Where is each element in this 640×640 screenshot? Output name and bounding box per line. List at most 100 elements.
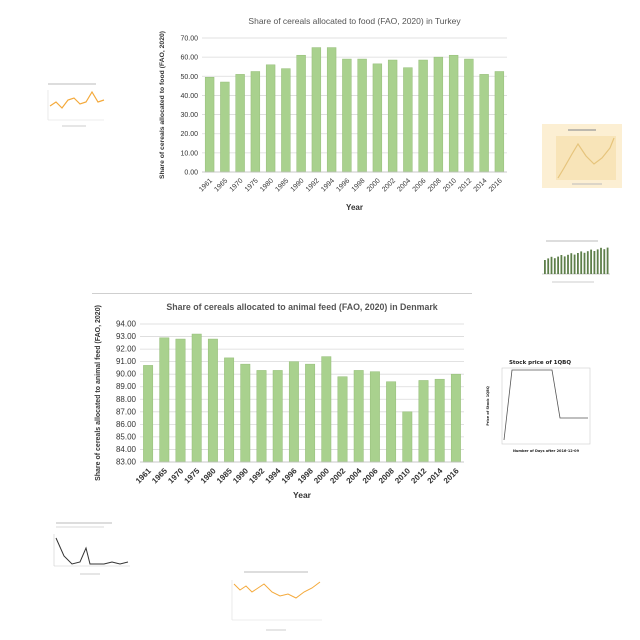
- x-tick-label: 2012: [457, 177, 473, 193]
- denmark-feed-chart: Share of cereals allocated to animal fee…: [88, 296, 472, 508]
- thumb-bar: [600, 247, 602, 274]
- bar: [250, 71, 261, 173]
- y-tick-label: 88.00: [116, 395, 137, 404]
- x-tick-label: 1961: [134, 466, 153, 485]
- thumb-bar: [547, 258, 550, 274]
- bar: [369, 371, 380, 463]
- turkey-food-chart: Share of cereals allocated to food (FAO,…: [150, 10, 515, 230]
- x-tick-label: 1990: [231, 466, 250, 485]
- y-tick-label: 40.00: [180, 93, 198, 100]
- x-tick-label: 2002: [328, 466, 347, 485]
- bar: [296, 54, 306, 173]
- y-tick-label: 85.00: [116, 432, 137, 441]
- y-tick-label: 92.00: [116, 345, 137, 354]
- x-tick-label: 2016: [488, 177, 504, 193]
- x-tick-label: 2014: [473, 177, 489, 193]
- x-tick-label: 2010: [442, 177, 458, 193]
- x-tick-label: 2014: [426, 466, 445, 485]
- y-tick-label: 50.00: [180, 74, 198, 81]
- bar: [326, 47, 337, 173]
- y-tick-label: 60.00: [180, 55, 198, 62]
- bar: [159, 337, 170, 463]
- bar: [337, 376, 348, 463]
- thumbnail-orange-line-chart-2: [222, 568, 326, 634]
- bar: [494, 71, 505, 173]
- bar: [321, 356, 332, 463]
- bar: [256, 370, 267, 463]
- thumbnail-orange-line-chart-1: [36, 78, 108, 130]
- x-tick-label: 2008: [377, 466, 396, 485]
- denmark-feed-chart-svg: Share of cereals allocated to animal fee…: [95, 302, 464, 500]
- x-tick-label: 1975: [244, 177, 260, 193]
- bar: [235, 74, 245, 173]
- bar: [372, 63, 383, 173]
- thumb-bar: [557, 256, 559, 274]
- x-tick-label: 1961: [198, 177, 214, 193]
- thumbnail-stock-price-cream: [542, 124, 622, 188]
- x-tick-label: 1994: [320, 177, 336, 193]
- x-tick-label: 1985: [215, 466, 234, 485]
- thumb-bar: [573, 254, 576, 274]
- x-tick-label: 1992: [247, 466, 266, 485]
- x-tick-label: 2004: [396, 177, 412, 193]
- thumb-bar: [590, 249, 592, 274]
- x-tick-label: 2004: [345, 466, 364, 485]
- x-tick-label: 1970: [229, 177, 245, 193]
- x-tick-label: 1980: [199, 466, 218, 485]
- x-tick-label: 2016: [442, 466, 461, 485]
- divider-line: [92, 293, 472, 294]
- bar: [448, 54, 459, 173]
- thumb-bar: [596, 249, 599, 274]
- x-tick-label: 1970: [166, 466, 185, 485]
- stock-1qbq-title: Stock price of 1QBQ: [509, 360, 571, 366]
- y-tick-label: 90.00: [116, 370, 137, 379]
- bar: [434, 378, 445, 463]
- x-axis-label: Year: [346, 203, 363, 212]
- bar: [418, 59, 428, 173]
- x-tick-label: 2006: [361, 466, 380, 485]
- x-tick-label: 2008: [427, 177, 443, 193]
- y-tick-label: 87.00: [116, 407, 137, 416]
- thumbnail-bar-chart: [532, 238, 612, 286]
- y-axis-label: Share of cereals allocated to food (FAO,…: [159, 31, 166, 179]
- y-axis-label: Share of cereals allocated to animal fee…: [95, 305, 102, 481]
- x-tick-label: 2000: [312, 466, 331, 485]
- x-tick-label: 1965: [150, 466, 169, 485]
- bar: [353, 370, 364, 463]
- y-tick-label: 70.00: [180, 36, 198, 43]
- thumb-bar: [603, 249, 606, 274]
- x-tick-label: 1980: [259, 177, 275, 193]
- x-tick-label: 2006: [412, 177, 428, 193]
- x-tick-label: 1965: [213, 177, 229, 193]
- bar: [386, 381, 397, 463]
- thumb-bar: [593, 251, 596, 274]
- y-tick-label: 30.00: [180, 112, 198, 119]
- y-tick-label: 0.00: [184, 170, 198, 177]
- x-tick-label: 2010: [393, 466, 412, 485]
- thumb-bar: [563, 256, 566, 274]
- bar: [387, 59, 398, 173]
- x-tick-label: 1996: [280, 466, 299, 485]
- bar: [265, 64, 276, 173]
- x-tick-label: 1992: [305, 177, 321, 193]
- thumb-bar: [583, 252, 586, 274]
- y-tick-label: 84.00: [116, 445, 137, 454]
- bar: [403, 67, 413, 173]
- bar: [143, 365, 154, 463]
- bar: [207, 338, 218, 463]
- bar: [464, 58, 474, 173]
- x-tick-label: 1994: [264, 466, 283, 485]
- x-tick-label: 1985: [274, 177, 290, 193]
- bar: [288, 361, 299, 463]
- y-tick-label: 20.00: [180, 131, 198, 138]
- thumb-bar: [553, 258, 556, 274]
- thumb-bar: [560, 255, 563, 274]
- y-tick-label: 83.00: [116, 458, 137, 467]
- bar: [281, 68, 291, 173]
- x-tick-label: 1998: [296, 466, 315, 485]
- thumb-bar: [586, 251, 589, 274]
- bar: [342, 58, 352, 173]
- bar: [220, 81, 230, 173]
- x-tick-label: 2012: [409, 466, 428, 485]
- x-tick-label: 1996: [335, 177, 351, 193]
